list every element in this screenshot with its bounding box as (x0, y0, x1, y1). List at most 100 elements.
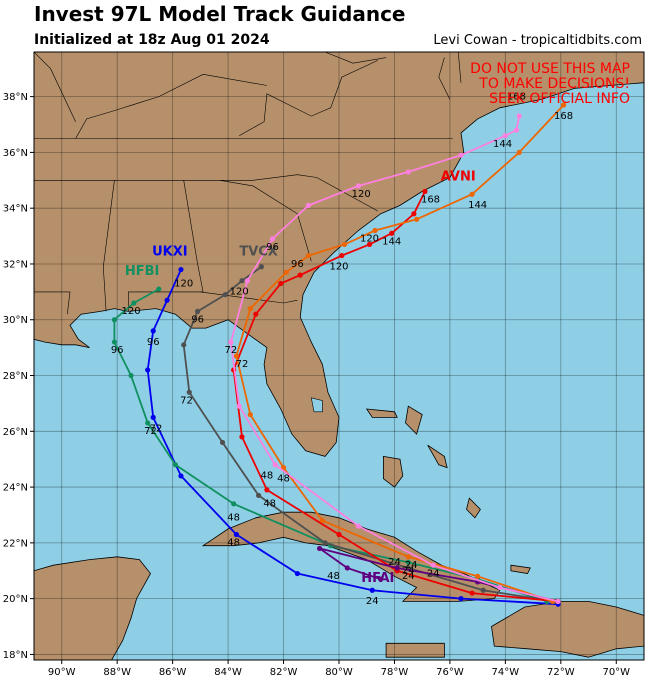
forecast-hour-label: 24 (366, 596, 379, 607)
track-point (405, 169, 411, 175)
track-point (186, 389, 192, 395)
lon-tick-label: 88°W (103, 667, 131, 678)
track-point (430, 562, 436, 568)
track-point (377, 576, 384, 582)
land-yucatan (34, 556, 151, 660)
track-point (319, 517, 325, 524)
land-great-inagua (510, 564, 531, 574)
track-point (128, 372, 134, 379)
track-point (405, 559, 411, 565)
lat-tick-label: 24°N (3, 483, 28, 494)
forecast-hour-label: 24 (402, 566, 415, 577)
forecast-hour-label: 48 (261, 471, 274, 482)
track-point (258, 264, 264, 270)
track-point (156, 286, 162, 292)
track-point (355, 523, 362, 529)
model-tracks (111, 102, 567, 607)
track-point (411, 211, 417, 217)
track-point (164, 297, 170, 303)
track-point (145, 367, 151, 373)
track-point (297, 272, 303, 278)
track-point (469, 191, 475, 197)
land-eleuthera (427, 444, 448, 469)
model-labels: 24 48 72 96 120 UKXI 24 48 72 96 120 HFBI 24 48 72 96 12… (111, 91, 573, 607)
lon-tick-label: 70°W (602, 667, 630, 678)
lon-tick-label: 82°W (270, 667, 298, 678)
track-point (247, 411, 253, 418)
forecast-hour-label: 96 (191, 315, 204, 326)
forecast-hour-label: 120 (352, 189, 371, 200)
track-point (339, 252, 345, 259)
state-border (200, 291, 298, 304)
forecast-hour-label: 72 (224, 345, 237, 356)
forecast-hour-label: 120 (230, 287, 249, 298)
forecast-hour-label: 168 (507, 91, 526, 102)
forecast-hour-label: 96 (266, 242, 279, 253)
track-point (405, 554, 411, 560)
state-border (75, 73, 267, 139)
lat-tick-label: 20°N (3, 594, 28, 605)
forecast-hour-label: 24 (427, 568, 440, 579)
state-border (219, 180, 312, 262)
track-point (341, 241, 348, 248)
model-name-label: AVNI (441, 169, 476, 184)
forecast-hour-label: 144 (468, 200, 487, 211)
lat-tick-label: 28°N (3, 371, 28, 382)
track-point (150, 328, 156, 334)
forecast-hour-label: 120 (329, 262, 348, 273)
track-point (231, 501, 237, 507)
track-point (255, 492, 262, 499)
land-long-island (466, 497, 481, 519)
track-pink (228, 113, 561, 605)
forecast-hour-label: 120 (360, 234, 379, 245)
track-point (516, 149, 522, 156)
lat-tick-label: 26°N (3, 427, 28, 438)
track-point (228, 339, 234, 345)
axis-ticks: 90°W 88°W 86°W 84°W 82°W 80°W 78°W 76°W 74°W 72°W… (3, 92, 630, 678)
track-point (222, 292, 228, 298)
lake-okeechobee (310, 397, 323, 413)
lon-tick-label: 78°W (381, 667, 409, 678)
forecast-hour-label: 72 (150, 423, 163, 434)
track-point (264, 487, 270, 493)
track-point (469, 590, 475, 596)
track-point (458, 152, 464, 158)
forecast-hour-label: 120 (174, 278, 193, 289)
lat-tick-label: 36°N (3, 148, 28, 159)
track-line (235, 104, 565, 603)
track-point (355, 183, 362, 189)
track-line (229, 115, 559, 603)
track-point (305, 252, 312, 259)
track-point (278, 280, 284, 287)
lat-tick-label: 34°N (3, 204, 28, 215)
forecast-hour-label: 48 (277, 474, 290, 485)
track-point (497, 584, 503, 591)
track-point (233, 353, 240, 359)
track-point (178, 473, 184, 479)
land-north-america (34, 52, 644, 457)
track-point (316, 545, 323, 552)
forecast-hour-label: 72 (144, 426, 157, 437)
track-ukxi (145, 266, 561, 607)
lon-tick-label: 84°W (214, 667, 242, 678)
state-border (438, 57, 451, 100)
track-point (247, 305, 253, 312)
track-point (322, 540, 328, 546)
init-time: Initialized at 18z Aug 01 2024 (34, 32, 270, 48)
forecast-hour-label: 72 (180, 395, 193, 406)
lat-tick-label: 38°N (3, 92, 28, 103)
warning-text: DO NOT USE THIS MAP TO MAKE DECISIONS! S… (470, 61, 630, 107)
lon-tick-label: 72°W (547, 667, 575, 678)
forecast-hour-label: 24 (405, 560, 418, 571)
track-point (560, 102, 567, 108)
lon-tick-label: 90°W (48, 667, 76, 678)
track-point (194, 308, 201, 314)
track-point (280, 464, 287, 471)
track-line (113, 288, 548, 603)
track-point (283, 269, 289, 275)
forecast-hour-label: 96 (111, 345, 124, 356)
track-point (480, 587, 486, 593)
forecast-hour-label: 96 (291, 259, 304, 270)
track-point (239, 278, 245, 284)
warning-line-3: SEEK OFFICIAL INFO (489, 91, 630, 107)
